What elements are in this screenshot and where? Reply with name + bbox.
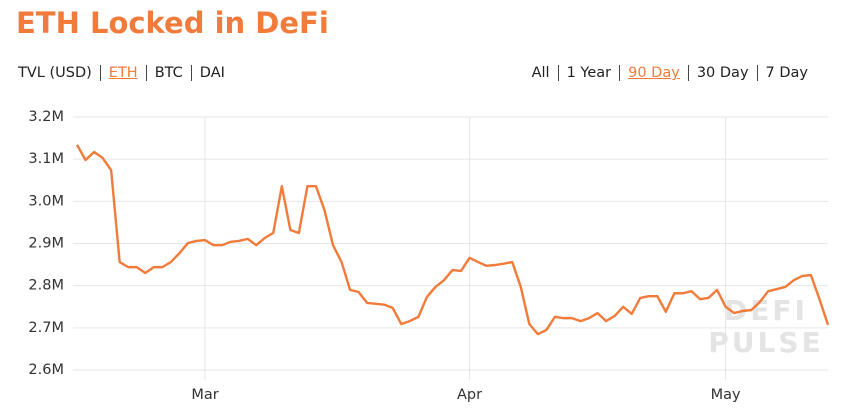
range-options: All 1 Year 90 Day 30 Day 7 Day — [532, 65, 808, 81]
metric-option[interactable]: ETH — [99, 65, 146, 81]
metric-options: TVL (USD) ETH BTC DAI — [18, 65, 225, 81]
y-tick-label: 2.8M — [28, 278, 64, 294]
range-option[interactable]: 90 Day — [619, 65, 688, 81]
range-option[interactable]: 1 Year — [557, 65, 620, 81]
metric-option[interactable]: BTC — [145, 65, 191, 81]
x-tick-label: Mar — [191, 387, 218, 403]
chart-title: ETH Locked in DeFi — [16, 6, 329, 40]
y-tick-label: 2.7M — [28, 320, 64, 336]
x-tick-label: May — [711, 387, 741, 403]
x-tick-label: Apr — [457, 387, 482, 403]
metric-option[interactable]: DAI — [190, 65, 225, 81]
line — [75, 144, 830, 336]
watermark: DEFI — [724, 294, 808, 327]
y-tick-label: 3.2M — [28, 109, 64, 125]
metric-option[interactable]: TVL (USD) — [18, 65, 92, 81]
y-tick-label: 3.0M — [28, 193, 64, 209]
watermark: PULSE — [708, 326, 823, 359]
range-option[interactable]: 30 Day — [687, 65, 757, 81]
y-tick-label: 2.6M — [28, 362, 64, 378]
y-tick-label: 3.1M — [28, 151, 64, 167]
range-option[interactable]: All — [531, 65, 550, 81]
y-tick-label: 2.9M — [28, 236, 64, 252]
range-option[interactable]: 7 Day — [756, 65, 808, 81]
